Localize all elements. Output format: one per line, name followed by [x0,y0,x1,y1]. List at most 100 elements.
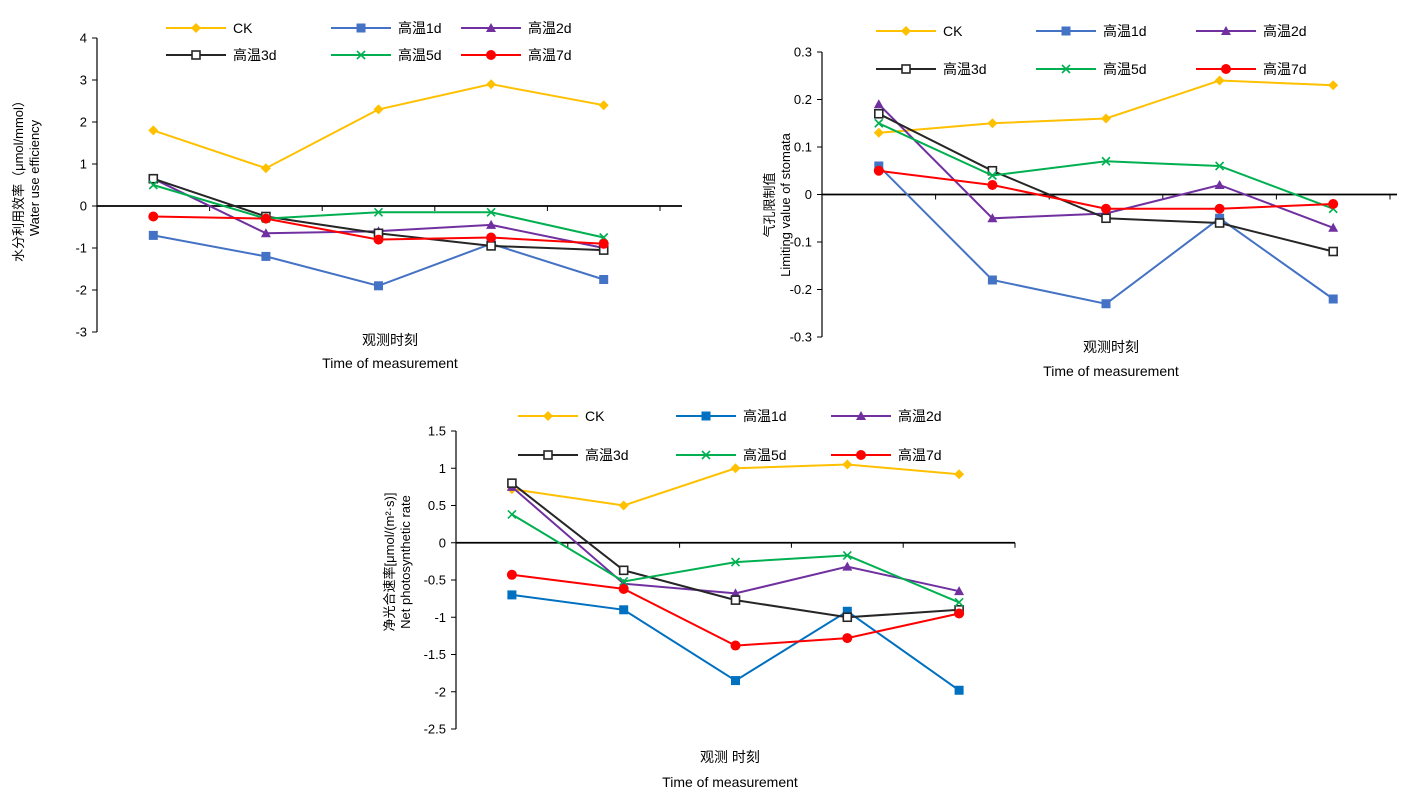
legend-label: 高温5d [398,47,442,63]
data-point [1215,161,1225,171]
data-point [486,232,497,243]
legend-marker [486,50,496,60]
data-point [842,550,852,560]
chart-water-use-efficiency: -3 -2 -1 0 1 2 3 4 水分利用效率（μmol/mmol） Water use ef… [11,20,682,371]
y-tick-label: 0.5 [428,498,446,513]
y-axis-title-en: Water use efficiency [27,119,42,236]
y-tick-label: 1.5 [428,424,446,439]
y-tick-label: -2 [75,283,87,298]
legend-item: 高温7d [1196,61,1307,77]
legend-item: 高温2d [831,408,942,424]
x-axis-title-en: Time of measurement [1043,363,1179,379]
data-point [507,590,517,600]
legend-label: CK [585,408,605,424]
data-point [618,565,629,576]
data-point [730,557,741,567]
data-point [1214,180,1225,189]
legend-item: 高温3d [166,47,277,63]
data-point [598,238,609,249]
data-point [987,213,998,223]
y-tick-label: -1 [434,610,446,625]
series-open-square [873,108,1338,257]
data-point [619,605,629,615]
data-point [730,595,741,605]
y-tick-label: -0.1 [790,235,812,250]
legend-item: CK [166,20,253,36]
legend-item: 高温3d [876,61,987,77]
x-axis-title-en: Time of measurement [662,774,798,790]
y-tick-label: 2 [80,115,87,130]
legend-item: 高温2d [461,20,572,36]
legend-marker [701,411,711,421]
y-tick-label: -0.3 [790,330,812,345]
x-axis-title-cn: 观测 时刻 [700,749,760,765]
legend-label: CK [943,23,963,39]
legend-label: CK [233,20,253,36]
series-line [878,79,1334,134]
data-point [1328,80,1339,91]
legend-label: 高温3d [585,447,629,463]
data-point [874,118,884,128]
data-point [730,588,741,598]
data-point [260,213,271,224]
y-tick-label: -1.5 [424,647,446,662]
data-point [873,127,884,138]
data-point [842,459,853,470]
legend-label: 高温7d [1263,61,1307,77]
data-point [260,228,271,238]
y-tick-label: 0.1 [794,140,812,155]
data-point [486,241,496,251]
y-axis-title-en: Net photosynthetic rate [398,495,413,629]
series-circle [148,211,609,249]
data-point [1101,203,1111,214]
data-point [842,606,852,616]
data-point [148,211,159,222]
data-point [373,104,384,115]
legend-marker [191,50,201,60]
series-circle [873,165,1339,214]
legend-marker [356,23,366,33]
data-point [599,275,609,284]
data-point [373,207,384,217]
y-axis-title-en: Limiting value of stomata [778,132,793,277]
legend-item: 高温3d [518,447,629,463]
legend-item: 高温7d [461,47,572,63]
legend-label: 高温7d [528,47,572,63]
data-point [1101,299,1111,309]
data-point [1328,294,1338,304]
legend-label: 高温3d [233,47,277,63]
legend-item: 高温5d [1036,61,1147,77]
data-point [954,685,964,695]
data-point [1101,213,1111,224]
x-axis-title-en: Time of measurement [322,355,458,371]
data-point [730,463,741,474]
y-tick-label: -2.5 [424,722,446,737]
data-point [148,230,158,240]
data-point [1214,218,1225,228]
data-point [486,207,496,217]
legend-label: 高温5d [743,447,787,463]
data-point [507,478,517,488]
series-square [507,590,964,695]
data-point [731,676,740,686]
series-diamond [148,79,609,174]
series-line [152,83,604,170]
legend-item: 高温2d [1196,23,1307,39]
data-point [873,165,884,176]
legend-item: 高温1d [331,20,442,36]
legend-marker [856,411,866,420]
legend-marker [191,23,201,33]
y-axis-title-cn: 净光合速率[μmol/(m²·s)] [382,493,397,632]
data-point [148,125,159,136]
legend-item: 高温5d [676,447,787,463]
legend-marker [901,26,911,36]
x-axis-title-cn: 观测时刻 [362,332,418,348]
data-point [1214,203,1225,214]
y-tick-label: 0 [80,199,87,214]
legend-label: 高温2d [1263,23,1307,39]
y-tick-label: 1 [439,461,446,476]
data-point [987,170,997,181]
legend-item: 高温7d [831,447,942,463]
legend-label: 高温1d [743,408,787,424]
